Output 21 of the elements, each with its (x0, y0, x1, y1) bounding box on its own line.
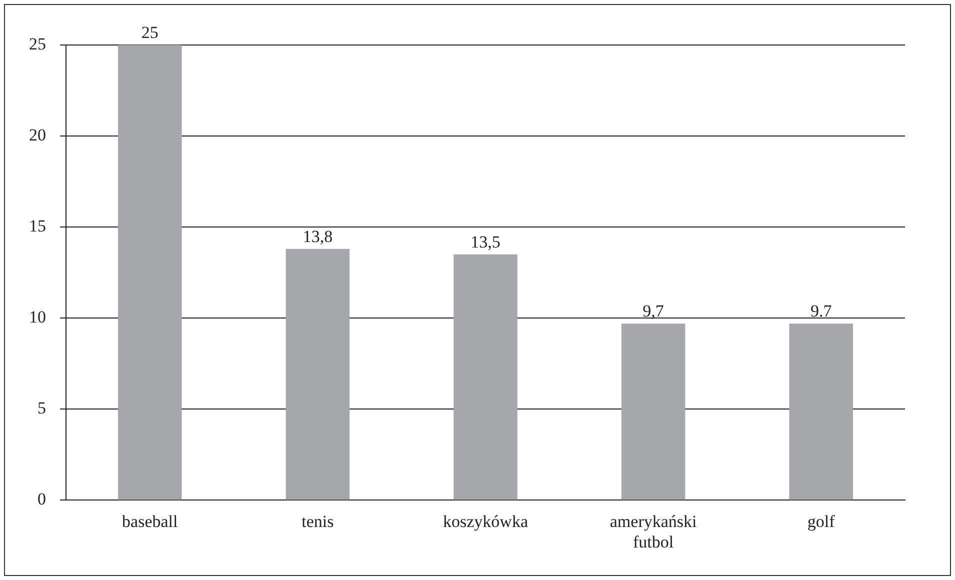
x-tick-label: golf (807, 512, 836, 531)
y-tick-label: 20 (29, 126, 46, 145)
x-tick-label: baseball (122, 512, 178, 531)
data-label: 9,7 (642, 302, 664, 321)
y-tick-label: 5 (38, 398, 46, 418)
x-tick-label: koszykówka (443, 512, 528, 531)
y-tick-label: 0 (38, 490, 46, 509)
bar (118, 45, 182, 500)
bar (789, 324, 853, 500)
bar (621, 324, 686, 500)
data-label: 25 (141, 22, 158, 42)
bar (286, 248, 350, 500)
y-tick-label: 10 (29, 308, 46, 327)
data-label: 13,8 (302, 226, 333, 246)
data-label: 9.7 (810, 302, 832, 321)
y-tick-label: 25 (29, 34, 46, 54)
bar (454, 254, 518, 500)
y-tick-label: 15 (29, 216, 46, 236)
data-label: 13,5 (470, 232, 500, 252)
x-tick-label: tenis (302, 512, 334, 531)
x-tick-label: amerykański futbol (610, 512, 698, 552)
